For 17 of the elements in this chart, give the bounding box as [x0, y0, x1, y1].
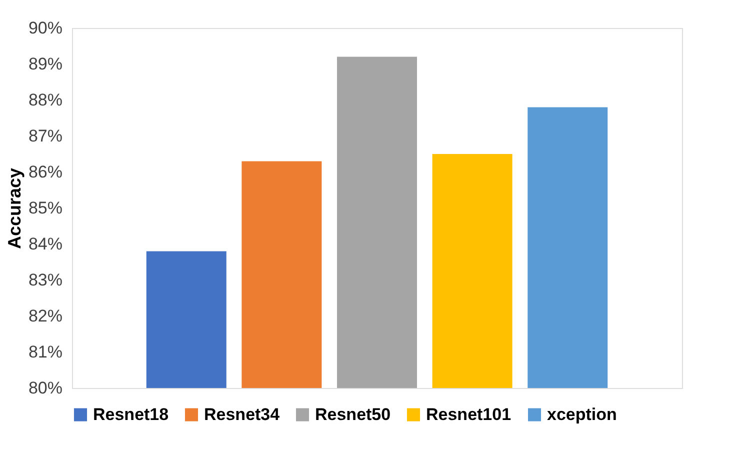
y-tick-label: 85% — [28, 198, 62, 218]
y-tick-label: 86% — [28, 162, 62, 182]
y-tick-label: 81% — [28, 342, 62, 362]
legend-label: Resnet34 — [204, 404, 280, 424]
y-tick-label: 83% — [28, 270, 62, 290]
y-tick-label: 87% — [28, 126, 62, 146]
y-tick-label: 84% — [28, 234, 62, 254]
legend-label: xception — [547, 404, 617, 424]
y-axis-title: Accuracy — [4, 168, 24, 250]
y-tick-label: 82% — [28, 306, 62, 326]
y-tick-label: 90% — [28, 18, 62, 38]
legend-label: Resnet50 — [315, 404, 391, 424]
y-tick-label: 80% — [28, 378, 62, 398]
legend-label: Resnet101 — [426, 404, 512, 424]
legend-label: Resnet18 — [93, 404, 169, 424]
y-tick-label: 89% — [28, 54, 62, 74]
y-tick-label: 88% — [28, 90, 62, 110]
